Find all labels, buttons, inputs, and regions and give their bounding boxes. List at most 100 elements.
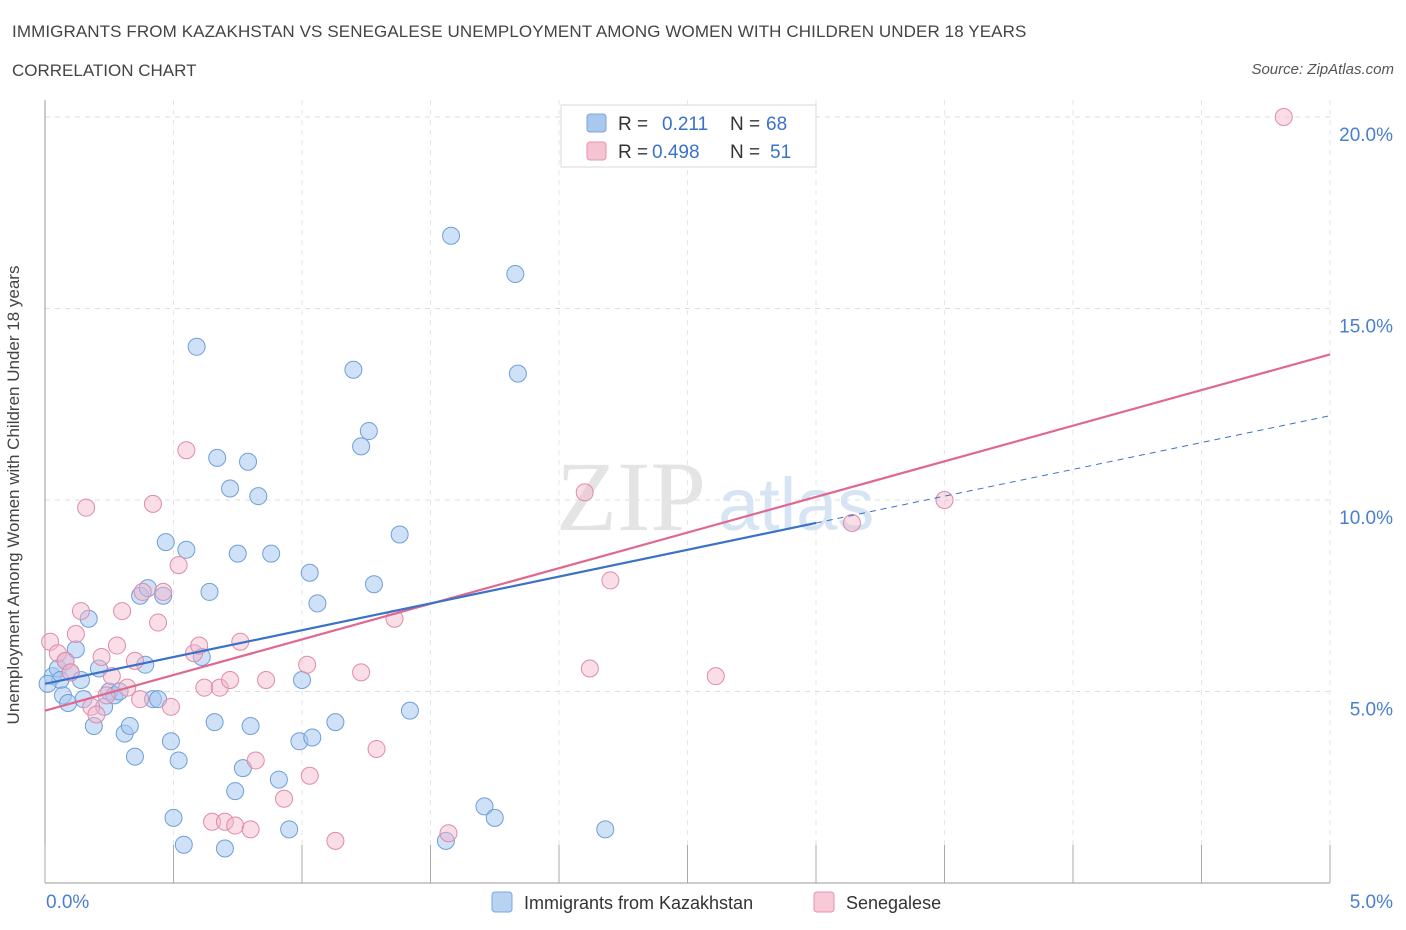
- point-kazakhstan: [120, 716, 139, 735]
- point-kazakhstan: [400, 701, 419, 720]
- point-kazakhstan: [506, 265, 525, 284]
- point-senegalese: [580, 659, 599, 678]
- point-kazakhstan: [442, 226, 461, 245]
- tick-labels: 5.0% 10.0% 15.0% 20.0% 0.0% 5.0%: [46, 125, 1393, 913]
- bottom-legend-swatch-blue: [491, 891, 513, 913]
- point-kazakhstan: [303, 728, 322, 747]
- point-kazakhstan: [359, 422, 378, 441]
- point-senegalese: [575, 483, 594, 502]
- point-kazakhstan: [508, 364, 527, 383]
- axes: [44, 100, 1331, 884]
- point-kazakhstan: [226, 782, 245, 801]
- point-kazakhstan: [221, 479, 240, 498]
- point-kazakhstan: [241, 716, 260, 735]
- point-senegalese: [298, 655, 317, 674]
- point-kazakhstan: [187, 337, 206, 356]
- point-kazakhstan: [269, 770, 288, 789]
- bottom-legend-label-blue: Immigrants from Kazakhstan: [524, 893, 753, 913]
- point-senegalese: [149, 613, 168, 632]
- point-senegalese: [154, 582, 173, 601]
- point-kazakhstan: [169, 751, 188, 770]
- point-kazakhstan: [485, 808, 504, 827]
- point-senegalese: [241, 820, 260, 839]
- point-senegalese: [87, 705, 106, 724]
- point-senegalese: [367, 739, 386, 758]
- trend-line-kazakhstan: [44, 521, 817, 685]
- legend-swatch-blue: [586, 113, 607, 133]
- point-kazakhstan: [174, 835, 193, 854]
- bottom-legend: Immigrants from Kazakhstan Senegalese: [491, 891, 941, 913]
- watermark-atlas: atlas: [718, 463, 874, 546]
- point-senegalese: [257, 671, 276, 690]
- top-legend: R = 0.211 N = 68 R = 0.498 N = 51: [560, 104, 817, 168]
- point-senegalese: [133, 582, 152, 601]
- point-senegalese: [102, 667, 121, 686]
- point-kazakhstan: [164, 808, 183, 827]
- point-senegalese: [56, 651, 75, 670]
- point-kazakhstan: [228, 544, 247, 563]
- y-tick-label: 10.0%: [1339, 508, 1393, 529]
- chart-subtitle: CORRELATION CHART: [12, 61, 197, 80]
- legend-n-value-1: 68: [766, 114, 787, 135]
- point-kazakhstan: [154, 586, 173, 605]
- point-senegalese: [439, 824, 458, 843]
- point-senegalese: [300, 766, 319, 785]
- point-senegalese: [113, 602, 132, 621]
- point-senegalese: [601, 571, 620, 590]
- point-kazakhstan: [249, 487, 268, 506]
- point-senegalese: [77, 498, 96, 517]
- legend-r-label-2: R =: [618, 142, 648, 163]
- point-senegalese: [275, 789, 294, 808]
- point-senegalese: [246, 751, 265, 770]
- legend-r-label-1: R =: [618, 114, 648, 135]
- chart-title: IMMIGRANTS FROM KAZAKHSTAN VS SENEGALESE…: [12, 22, 1027, 41]
- point-kazakhstan: [205, 713, 224, 732]
- bottom-legend-swatch-pink: [813, 891, 835, 913]
- point-senegalese: [131, 690, 150, 709]
- point-kazakhstan: [215, 839, 234, 858]
- legend-r-value-2: 0.498: [652, 142, 700, 163]
- point-senegalese: [935, 491, 954, 509]
- point-senegalese: [161, 697, 180, 716]
- point-kazakhstan: [293, 671, 311, 690]
- point-kazakhstan: [352, 437, 371, 456]
- x-tick-label: 0.0%: [46, 892, 89, 913]
- point-kazakhstan: [200, 582, 219, 601]
- point-kazakhstan: [208, 448, 227, 467]
- point-senegalese: [107, 636, 126, 655]
- point-senegalese: [177, 441, 196, 460]
- point-senegalese: [215, 812, 234, 831]
- x-tick-label: 5.0%: [1350, 892, 1393, 913]
- point-kazakhstan: [390, 525, 409, 544]
- point-kazakhstan: [156, 533, 175, 552]
- legend-n-label-1: N =: [730, 114, 760, 135]
- point-kazakhstan: [475, 797, 494, 816]
- point-kazakhstan: [300, 563, 319, 582]
- point-senegalese: [706, 667, 725, 686]
- data-points: [38, 108, 1293, 858]
- legend-n-value-2: 51: [770, 142, 791, 163]
- point-kazakhstan: [262, 544, 281, 563]
- point-kazakhstan: [280, 820, 299, 839]
- point-senegalese: [195, 678, 214, 697]
- point-kazakhstan: [326, 713, 345, 732]
- bottom-legend-label-pink: Senegalese: [846, 893, 941, 913]
- point-senegalese: [71, 602, 90, 621]
- point-kazakhstan: [364, 575, 383, 594]
- y-tick-label: 15.0%: [1339, 317, 1393, 338]
- y-tick-label: 5.0%: [1350, 700, 1393, 721]
- y-tick-label: 20.0%: [1339, 125, 1393, 146]
- point-senegalese: [226, 816, 245, 835]
- point-senegalese: [842, 513, 861, 532]
- point-senegalese: [66, 625, 85, 644]
- point-senegalese: [1274, 108, 1293, 126]
- point-kazakhstan: [344, 360, 363, 379]
- point-senegalese: [143, 494, 162, 513]
- legend-r-value-1: 0.211: [662, 114, 708, 135]
- source-note: Source: ZipAtlas.com: [1251, 61, 1394, 78]
- point-senegalese: [221, 671, 240, 690]
- trend-lines: [44, 353, 1331, 712]
- watermark: ZIP atlas: [556, 441, 874, 552]
- point-kazakhstan: [125, 747, 144, 766]
